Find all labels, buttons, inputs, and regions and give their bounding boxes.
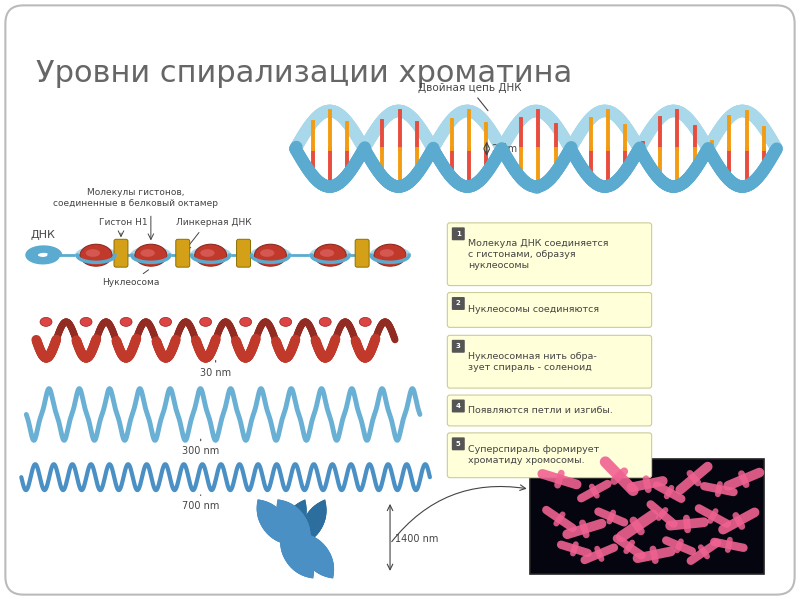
- Text: Появляются петли и изгибы.: Появляются петли и изгибы.: [468, 406, 613, 415]
- Ellipse shape: [359, 317, 371, 326]
- FancyBboxPatch shape: [237, 239, 250, 267]
- Ellipse shape: [40, 317, 52, 326]
- FancyBboxPatch shape: [452, 340, 465, 353]
- Text: 4: 4: [456, 403, 461, 409]
- Text: Нуклеосомы соединяются: Нуклеосомы соединяются: [468, 305, 599, 314]
- Text: Молекула ДНК соединяется
с гистонами, образуя
нуклеосомы: Молекула ДНК соединяется с гистонами, об…: [468, 239, 608, 270]
- Ellipse shape: [240, 317, 252, 326]
- FancyBboxPatch shape: [114, 239, 128, 267]
- Text: ДНК: ДНК: [31, 230, 56, 240]
- Ellipse shape: [120, 317, 132, 326]
- FancyBboxPatch shape: [447, 395, 652, 426]
- Ellipse shape: [86, 249, 100, 257]
- Ellipse shape: [320, 249, 334, 257]
- Ellipse shape: [314, 244, 346, 266]
- Ellipse shape: [260, 249, 274, 257]
- Text: 300 nm: 300 nm: [182, 439, 219, 456]
- Ellipse shape: [80, 317, 92, 326]
- Ellipse shape: [200, 249, 214, 257]
- FancyBboxPatch shape: [447, 335, 652, 388]
- FancyBboxPatch shape: [452, 400, 465, 412]
- Ellipse shape: [380, 249, 394, 257]
- FancyBboxPatch shape: [452, 227, 465, 240]
- Text: 700 nm: 700 nm: [182, 495, 219, 511]
- FancyBboxPatch shape: [176, 239, 190, 267]
- Text: 30 nm: 30 nm: [200, 361, 231, 377]
- Ellipse shape: [80, 244, 112, 266]
- Ellipse shape: [194, 244, 226, 266]
- Text: 1400 nm: 1400 nm: [395, 534, 438, 544]
- Text: 1: 1: [456, 231, 461, 237]
- FancyBboxPatch shape: [447, 433, 652, 478]
- Text: Нуклеосомная нить обра-
зует спираль - соленоид: Нуклеосомная нить обра- зует спираль - с…: [468, 352, 597, 372]
- Ellipse shape: [374, 244, 406, 266]
- Text: 2: 2: [456, 301, 461, 307]
- FancyBboxPatch shape: [355, 239, 369, 267]
- FancyBboxPatch shape: [530, 459, 764, 574]
- Text: Линкерная ДНК: Линкерная ДНК: [176, 218, 251, 227]
- Text: Суперспираль формирует
хроматиду хромосомы.: Суперспираль формирует хроматиду хромосо…: [468, 445, 599, 466]
- Ellipse shape: [319, 317, 331, 326]
- Ellipse shape: [141, 249, 155, 257]
- FancyBboxPatch shape: [447, 293, 652, 328]
- FancyBboxPatch shape: [452, 437, 465, 451]
- FancyBboxPatch shape: [447, 223, 652, 286]
- Text: 5: 5: [456, 441, 461, 447]
- Text: Уровни спирализации хроматина: Уровни спирализации хроматина: [36, 59, 573, 88]
- Ellipse shape: [135, 244, 167, 266]
- Text: Гистон Н1: Гистон Н1: [98, 218, 147, 227]
- Ellipse shape: [200, 317, 212, 326]
- Text: Молекулы гистонов,
соединенные в белковый октамер: Молекулы гистонов, соединенные в белковы…: [54, 188, 218, 208]
- Text: Нуклеосома: Нуклеосома: [102, 270, 160, 287]
- Ellipse shape: [280, 317, 292, 326]
- Ellipse shape: [254, 244, 286, 266]
- Text: 2 nm: 2 nm: [492, 144, 517, 154]
- FancyBboxPatch shape: [452, 297, 465, 310]
- Text: Двойная цепь ДНК: Двойная цепь ДНК: [418, 83, 522, 111]
- FancyBboxPatch shape: [6, 5, 794, 595]
- Text: 3: 3: [456, 343, 461, 349]
- Ellipse shape: [160, 317, 171, 326]
